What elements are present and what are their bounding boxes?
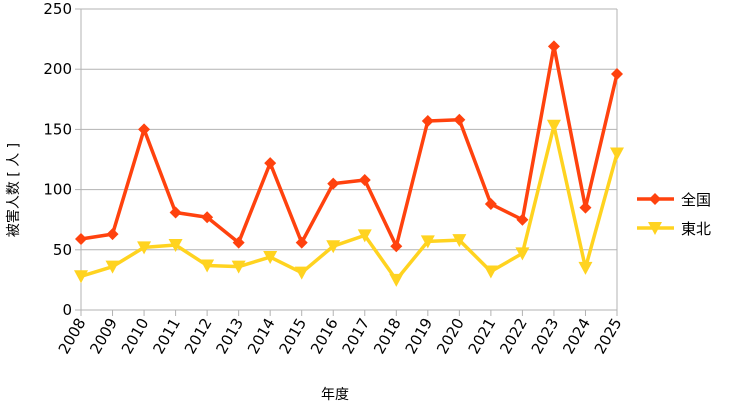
data-point xyxy=(294,266,309,280)
data-point xyxy=(326,240,341,254)
y-tick-label: 200 xyxy=(43,60,72,78)
data-point xyxy=(484,198,497,211)
y-tick-label: 150 xyxy=(43,120,72,138)
data-point xyxy=(390,240,403,253)
data-point xyxy=(231,260,246,274)
data-point xyxy=(547,40,560,53)
x-tick-label: 2017 xyxy=(339,315,374,357)
x-tick-label: 2018 xyxy=(370,315,405,357)
series-tohoku xyxy=(74,119,624,287)
data-point xyxy=(483,265,498,279)
data-point xyxy=(358,173,371,186)
data-point xyxy=(611,68,623,81)
data-point xyxy=(295,236,308,249)
series-line xyxy=(80,44,619,248)
x-tick-label: 2013 xyxy=(212,315,247,357)
data-point xyxy=(610,147,624,161)
data-point xyxy=(452,234,467,248)
x-tick-label: 2019 xyxy=(402,315,437,357)
x-tick-label: 2021 xyxy=(465,315,500,357)
data-point xyxy=(74,270,88,284)
y-tick-labels: 0 50 100 150 200 250 xyxy=(43,0,72,319)
data-point xyxy=(578,261,593,275)
x-tick-labels: 2008200920102011201220132014201520162017… xyxy=(55,315,626,357)
data-point xyxy=(263,251,278,265)
data-point xyxy=(357,229,372,243)
data-point xyxy=(516,213,529,226)
y-tick-label: 0 xyxy=(62,301,72,319)
data-point xyxy=(546,119,561,133)
legend-marker xyxy=(649,193,661,205)
series-zenkoku xyxy=(75,40,623,253)
data-point xyxy=(106,228,119,241)
y-tick-label: 100 xyxy=(43,181,72,199)
legend-marker xyxy=(648,222,662,235)
data-point xyxy=(264,157,277,170)
x-tick-label: 2024 xyxy=(559,315,594,357)
x-tick-label: 2025 xyxy=(591,315,626,357)
y-tick-label: 50 xyxy=(53,241,72,259)
data-point xyxy=(327,177,340,190)
x-tick-label: 2020 xyxy=(433,315,468,357)
data-point xyxy=(421,114,434,127)
data-point xyxy=(579,201,592,214)
x-tick-label: 2012 xyxy=(181,315,216,357)
data-point xyxy=(169,206,182,219)
data-point xyxy=(168,238,183,252)
y-tick-label: 250 xyxy=(43,0,72,18)
data-point xyxy=(105,260,120,274)
x-tick-label: 2009 xyxy=(86,315,121,357)
data-point xyxy=(420,235,435,249)
series-group xyxy=(74,40,624,287)
x-tick-label: 2010 xyxy=(118,315,153,357)
data-point xyxy=(389,273,404,287)
gridlines xyxy=(75,8,618,316)
data-point xyxy=(232,236,245,249)
data-point xyxy=(200,259,215,273)
x-tick-label: 2011 xyxy=(149,315,184,357)
x-tick-label: 2008 xyxy=(55,315,90,357)
data-point xyxy=(137,241,152,255)
series-line xyxy=(80,124,619,282)
data-point xyxy=(201,211,214,224)
legend-label: 全国 xyxy=(681,191,711,209)
x-tick-label: 2014 xyxy=(244,315,279,357)
x-tick-label: 2022 xyxy=(496,315,531,357)
x-tick-label: 2015 xyxy=(275,315,310,357)
legend-label: 東北 xyxy=(681,220,711,238)
axes xyxy=(80,9,618,310)
data-point xyxy=(138,123,151,136)
data-point xyxy=(453,113,466,126)
x-tick-label: 2023 xyxy=(528,315,563,357)
y-axis-title: 被害人数 [ 人 ] xyxy=(6,143,22,237)
x-tick-label: 2016 xyxy=(307,315,342,357)
data-point xyxy=(515,247,530,261)
x-axis-title: 年度 xyxy=(321,387,349,403)
data-point xyxy=(75,232,87,245)
